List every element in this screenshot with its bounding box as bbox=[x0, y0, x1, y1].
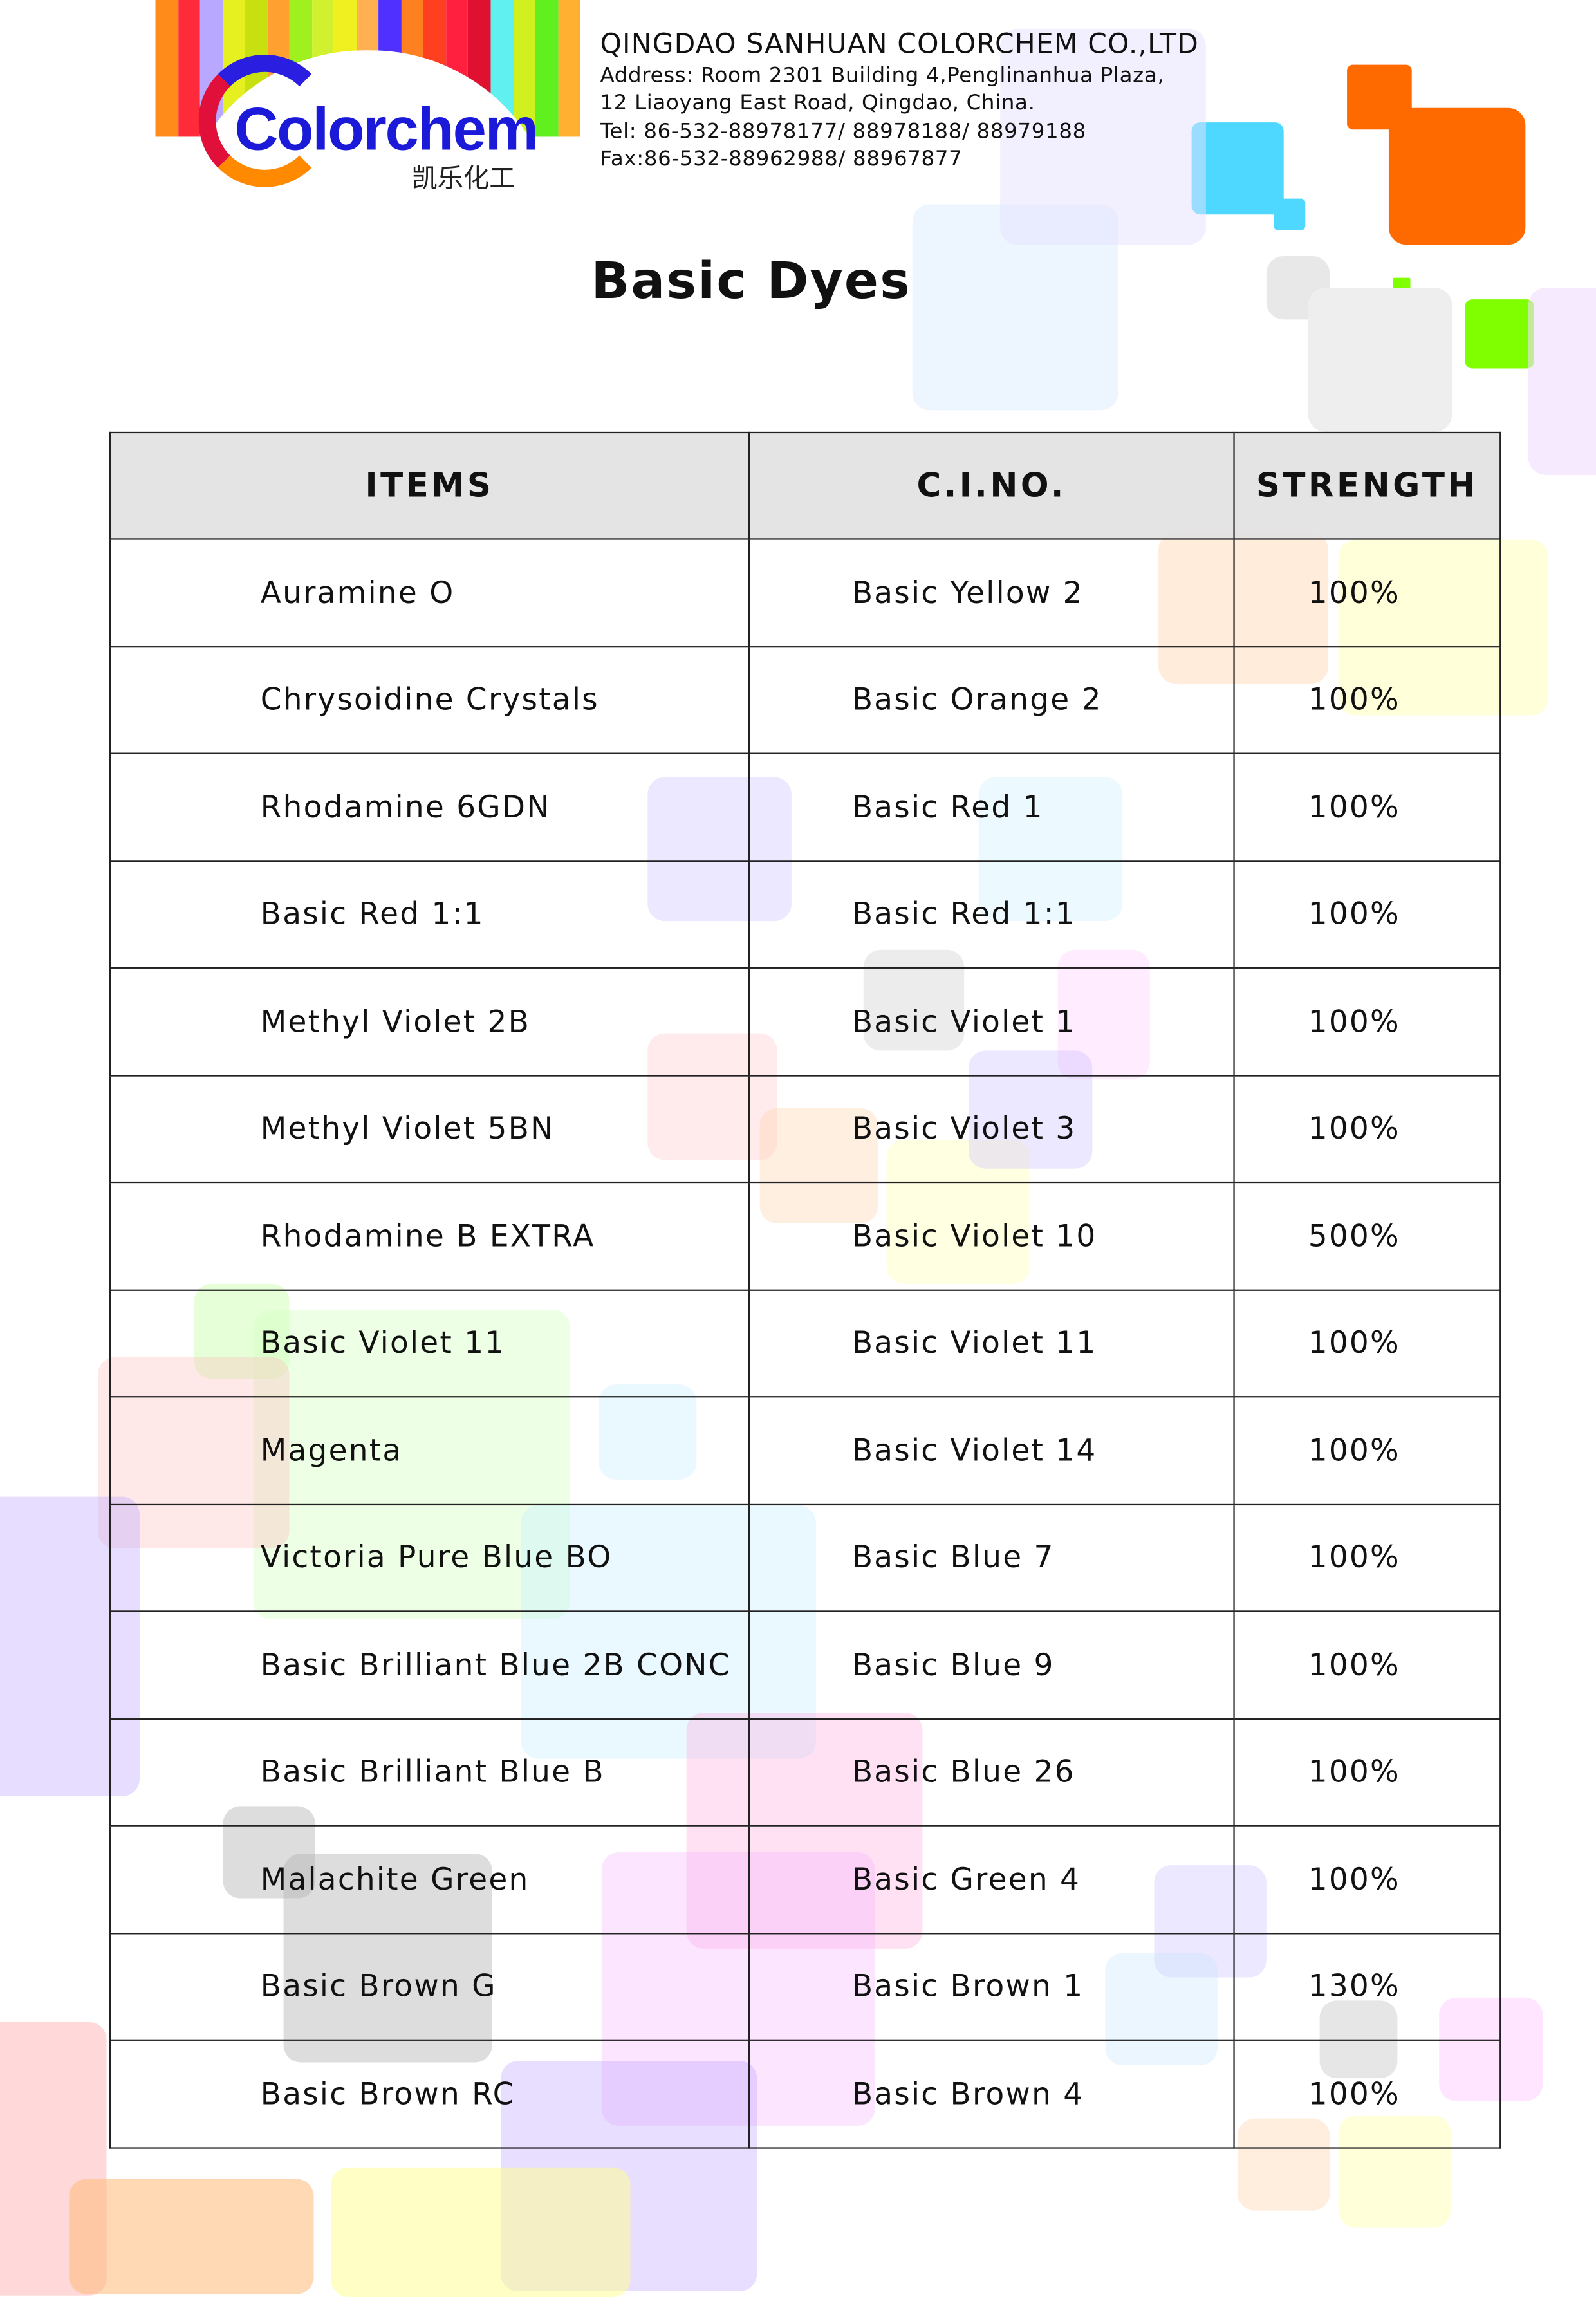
ci-number-cell: Basic Green 4 bbox=[748, 1825, 1235, 1934]
company-name: QINGDAO SANHUAN COLORCHEM CO.,LTD bbox=[600, 28, 1199, 60]
ci-number-cell: Basic Red 1 bbox=[748, 752, 1235, 862]
table-header-row: ITEMS C.I.NO. STRENGTH bbox=[109, 431, 1501, 540]
item-name-cell: Basic Brilliant Blue B bbox=[109, 1717, 750, 1827]
dyes-table: ITEMS C.I.NO. STRENGTH Auramine O Basic Y… bbox=[109, 431, 1501, 2148]
table-row: Magenta Basic Violet 14 100% bbox=[109, 1396, 1501, 1505]
ci-number-cell: Basic Violet 10 bbox=[748, 1181, 1235, 1290]
ci-number-cell: Basic Brown 4 bbox=[748, 2039, 1235, 2148]
logo-chinese: 凯乐化工 bbox=[411, 163, 515, 194]
item-name-cell: Magenta bbox=[109, 1396, 750, 1505]
decor-square bbox=[1000, 28, 1206, 245]
decor-square bbox=[1274, 198, 1306, 230]
column-header-strength: STRENGTH bbox=[1233, 431, 1501, 540]
strength-cell: 100% bbox=[1233, 967, 1501, 1076]
table-row: Rhodamine 6GDN Basic Red 1 100% bbox=[109, 752, 1501, 862]
ci-number-cell: Basic Blue 7 bbox=[748, 1503, 1235, 1612]
decor-square bbox=[1465, 299, 1534, 369]
table-row: Basic Red 1:1 Basic Red 1:1 100% bbox=[109, 860, 1501, 969]
company-logo: Colorchem 凯乐化工 bbox=[155, 0, 580, 194]
table-row: Methyl Violet 2B Basic Violet 1 100% bbox=[109, 967, 1501, 1076]
ci-number-cell: Basic Blue 26 bbox=[748, 1717, 1235, 1827]
ci-number-cell: Basic Violet 11 bbox=[748, 1288, 1235, 1398]
strength-cell: 100% bbox=[1233, 860, 1501, 969]
table-row: Chrysoidine Crystals Basic Orange 2 100% bbox=[109, 645, 1501, 754]
item-name-cell: Victoria Pure Blue BO bbox=[109, 1503, 750, 1612]
item-name-cell: Basic Brown G bbox=[109, 1932, 750, 2041]
logo-wordmark: Colorchem bbox=[234, 95, 539, 163]
strength-cell: 100% bbox=[1233, 1074, 1501, 1184]
ci-number-cell: Basic Yellow 2 bbox=[748, 538, 1235, 647]
strength-cell: 100% bbox=[1233, 645, 1501, 754]
table-row: Basic Brown RC Basic Brown 4 100% bbox=[109, 2039, 1501, 2148]
page-title: Basic Dyes bbox=[591, 253, 912, 312]
item-name-cell: Basic Violet 11 bbox=[109, 1288, 750, 1398]
ci-number-cell: Basic Blue 9 bbox=[748, 1610, 1235, 1720]
table-row: Basic Violet 11 Basic Violet 11 100% bbox=[109, 1288, 1501, 1398]
strength-cell: 100% bbox=[1233, 1825, 1501, 1934]
item-name-cell: Rhodamine 6GDN bbox=[109, 752, 750, 862]
strength-cell: 100% bbox=[1233, 1396, 1501, 1505]
ci-number-cell: Basic Brown 1 bbox=[748, 1932, 1235, 2041]
strength-cell: 130% bbox=[1233, 1932, 1501, 2041]
table-row: Malachite Green Basic Green 4 100% bbox=[109, 1825, 1501, 1934]
item-name-cell: Rhodamine B EXTRA bbox=[109, 1181, 750, 1290]
item-name-cell: Auramine O bbox=[109, 538, 750, 647]
decor-square bbox=[1388, 107, 1526, 245]
strength-cell: 100% bbox=[1233, 1717, 1501, 1827]
strength-cell: 100% bbox=[1233, 2039, 1501, 2148]
item-name-cell: Methyl Violet 5BN bbox=[109, 1074, 750, 1184]
strength-cell: 100% bbox=[1233, 1503, 1501, 1612]
column-header-ci-no: C.I.NO. bbox=[748, 431, 1235, 540]
decor-square bbox=[1308, 288, 1452, 432]
strength-cell: 100% bbox=[1233, 752, 1501, 862]
decor-square bbox=[69, 2179, 314, 2294]
item-name-cell: Malachite Green bbox=[109, 1825, 750, 1934]
table-row: Victoria Pure Blue BO Basic Blue 7 100% bbox=[109, 1503, 1501, 1612]
telephone: Tel: 86-532-88978177/ 88978188/ 88979188 bbox=[600, 120, 1086, 144]
table-row: Rhodamine B EXTRA Basic Violet 10 500% bbox=[109, 1181, 1501, 1290]
address-line-2: 12 Liaoyang East Road, Qingdao, China. bbox=[600, 92, 1035, 115]
table-row: Basic Brilliant Blue 2B CONC Basic Blue 9… bbox=[109, 1610, 1501, 1720]
item-name-cell: Chrysoidine Crystals bbox=[109, 645, 750, 754]
table-row: Basic Brown G Basic Brown 1 130% bbox=[109, 1932, 1501, 2041]
ci-number-cell: Basic Red 1:1 bbox=[748, 860, 1235, 969]
ci-number-cell: Basic Violet 14 bbox=[748, 1396, 1235, 1505]
column-header-items: ITEMS bbox=[109, 431, 750, 540]
strength-cell: 500% bbox=[1233, 1181, 1501, 1290]
strength-cell: 100% bbox=[1233, 1288, 1501, 1398]
decor-square bbox=[331, 2167, 631, 2297]
ci-number-cell: Basic Violet 3 bbox=[748, 1074, 1235, 1184]
table-row: Basic Brilliant Blue B Basic Blue 26 100% bbox=[109, 1717, 1501, 1827]
strength-cell: 100% bbox=[1233, 538, 1501, 647]
fax: Fax:86-532-88962988/ 88967877 bbox=[600, 148, 963, 172]
table-row: Methyl Violet 5BN Basic Violet 3 100% bbox=[109, 1074, 1501, 1184]
decor-square bbox=[1191, 122, 1284, 215]
ci-number-cell: Basic Orange 2 bbox=[748, 645, 1235, 754]
item-name-cell: Methyl Violet 2B bbox=[109, 967, 750, 1076]
item-name-cell: Basic Red 1:1 bbox=[109, 860, 750, 969]
address-line-1: Address: Room 2301 Building 4,Penglinanh… bbox=[600, 64, 1165, 88]
ci-number-cell: Basic Violet 1 bbox=[748, 967, 1235, 1076]
decor-square bbox=[1528, 288, 1596, 475]
strength-cell: 100% bbox=[1233, 1610, 1501, 1720]
item-name-cell: Basic Brown RC bbox=[109, 2039, 750, 2148]
table-row: Auramine O Basic Yellow 2 100% bbox=[109, 538, 1501, 647]
item-name-cell: Basic Brilliant Blue 2B CONC bbox=[109, 1610, 750, 1720]
